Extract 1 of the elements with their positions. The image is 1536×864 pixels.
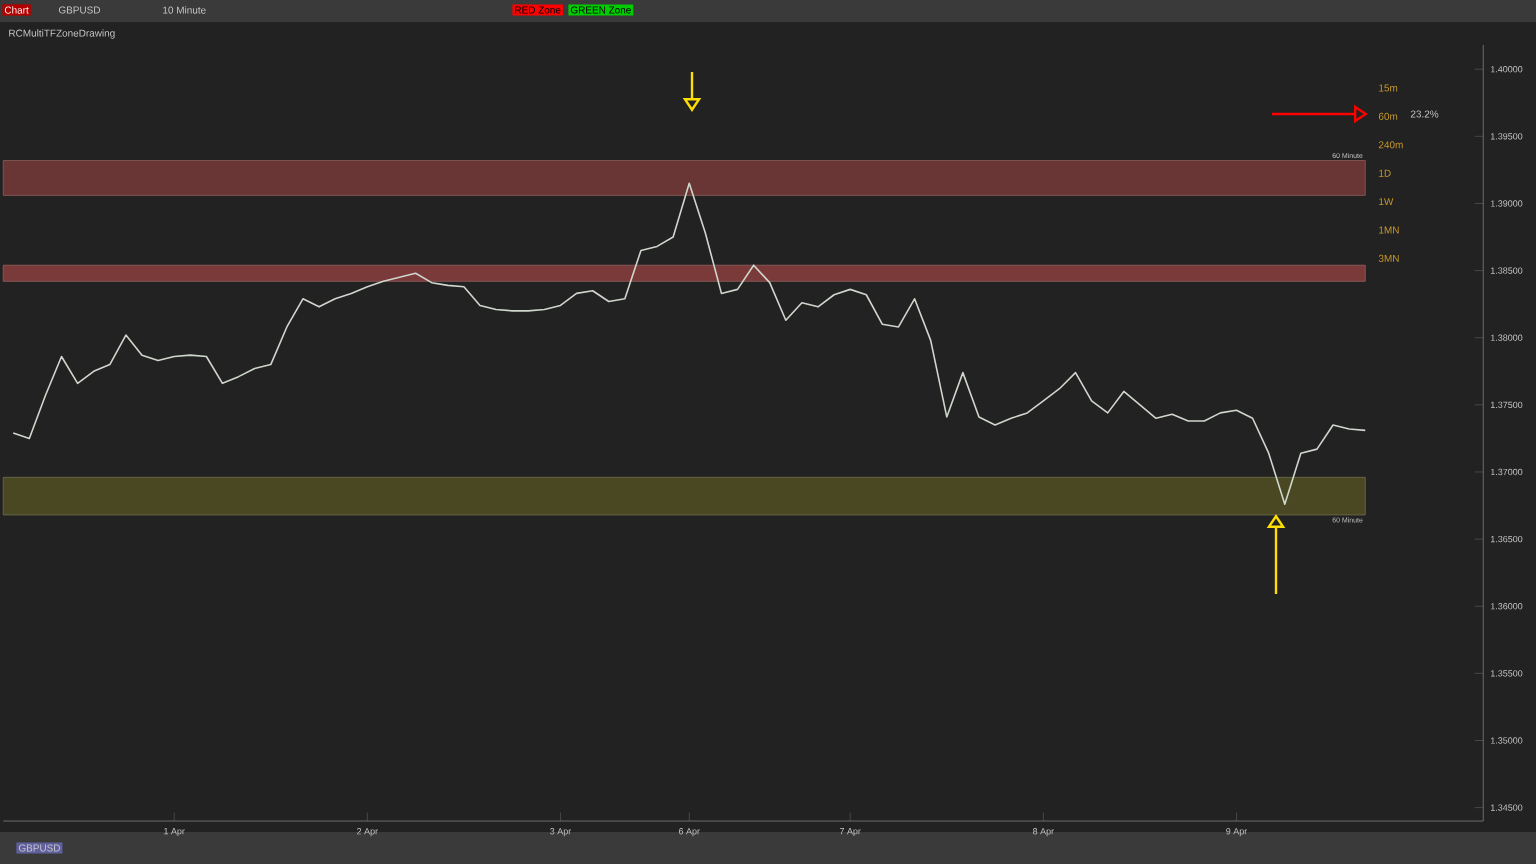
line-series: [12, 182, 1367, 505]
